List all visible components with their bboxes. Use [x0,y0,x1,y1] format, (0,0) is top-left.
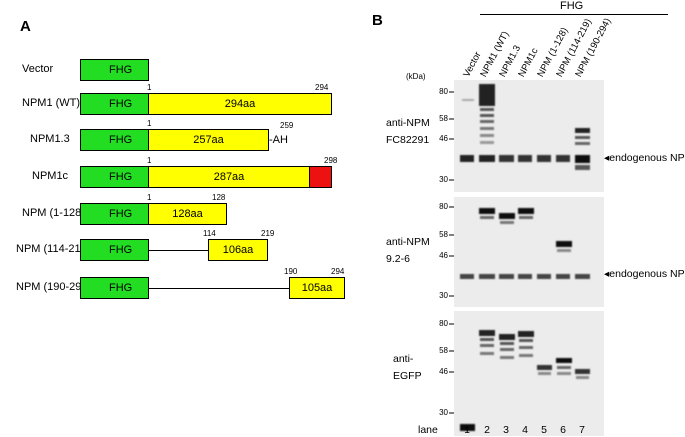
fhg-tag-vector: FHG [80,59,149,81]
deletion-line [149,250,208,251]
endogenous-npm-annotation-2: ◂endogenous NPM [604,268,685,280]
antibody-label-blot-3: anti- EGFP [393,351,422,385]
lane-number: 6 [560,424,566,436]
fhg-label: FHG [109,64,133,76]
kda-marker: 30 [439,408,448,417]
start-residue: 1 [147,83,152,92]
kda-marker: 46 [439,367,448,376]
fhg-label: FHG [109,208,133,220]
lane-number: 4 [522,424,528,436]
fhg-tag-npm-114-219: FHG [80,239,149,261]
kda-marker: 80 [439,202,448,211]
kda-marker: 46 [439,134,448,143]
npm-segment-npm1-3: 257aa [148,129,269,151]
end-residue: 219 [261,229,275,238]
fhg-header-line [480,14,668,15]
lane-number: 3 [503,424,509,436]
start-residue: 114 [203,229,216,238]
kda-marker: 80 [439,319,448,328]
kda-marker: 58 [439,114,448,123]
fhg-label: FHG [109,134,133,146]
npm-segment-npm-114-219: 106aa [208,239,268,261]
lane-number: 7 [579,424,585,436]
kda-unit: (kDa) [406,72,426,81]
endogenous-label: endogenous NPM [609,152,685,164]
arrow-left-icon: ◂ [604,152,610,164]
c-terminal-ah: -AH [269,134,288,146]
antibody-name: anti-NPM [386,236,430,248]
segment-length: 105aa [301,282,333,294]
fhg-label: FHG [109,244,133,256]
fhg-tag-npm-1-128: FHG [80,203,149,225]
segment-length: 294aa [224,98,256,110]
npm-segment-npm1-wt: 294aa [148,93,332,115]
end-residue: 298 [324,156,338,165]
kda-marker: 30 [439,175,448,184]
lane-number: 2 [484,424,490,436]
construct-name-vector: Vector [22,63,54,75]
kda-marker: 58 [439,346,448,355]
end-residue: 294 [315,83,329,92]
fhg-label: FHG [109,98,133,110]
antibody-label-blot-1: anti-NPM FC82291 [386,115,430,149]
antibody-clone: FC82291 [386,134,430,146]
construct-name-npm1-3: NPM1.3 [30,133,70,145]
deletion-line [149,288,289,289]
construct-name-npm1c: NPM1c [32,170,69,182]
npm-segment-npm-190-294: 105aa [289,277,345,299]
antibody-name: anti-NPM [386,117,430,129]
panel-a-label: A [20,18,31,35]
endogenous-label: endogenous NPM [609,268,685,280]
marker-ticks [449,91,454,414]
western-blot-images [454,80,604,436]
blot-3-bands [460,330,590,431]
blot-1-bands [460,84,590,170]
segment-length: 128aa [172,208,203,220]
npm-segment-npm-1-128: 128aa [148,203,227,225]
fhg-header: FHG [560,0,584,12]
end-residue: 259 [280,121,294,130]
lane-number: 1 [464,424,470,436]
segment-length: 257aa [193,134,224,146]
antibody-label-blot-2: anti-NPM 9.2-6 [386,234,430,268]
end-residue: 294 [331,267,345,276]
start-residue: 190 [284,267,298,276]
kda-marker: 46 [439,251,448,260]
start-residue: 1 [147,119,152,128]
antibody-name: anti- [393,353,414,365]
end-residue: 128 [212,193,226,202]
kda-marker: 30 [439,291,448,300]
fhg-label: FHG [109,282,133,294]
construct-name-npm-114-219: NPM (114-219) [16,243,91,255]
antibody-clone: EGFP [393,370,422,382]
construct-name-npm-1-128: NPM (1-128) [22,207,85,219]
lane-word: lane [418,424,438,436]
mutant-tail-npm1c [309,166,332,188]
antibody-clone: 9.2-6 [386,253,410,265]
construct-name-npm1-wt: NPM1 (WT) [22,97,81,109]
lane-number: 5 [541,424,547,436]
segment-length: 287aa [213,171,245,183]
start-residue: 1 [147,156,152,165]
kda-marker: 80 [439,87,448,96]
start-residue: 1 [147,193,152,202]
blot-panel-2 [454,197,604,307]
fhg-tag-npm1-wt: FHG [80,93,149,115]
fhg-tag-npm1-3: FHG [80,129,149,151]
fhg-label: FHG [109,171,133,183]
segment-length: 106aa [222,244,254,256]
endogenous-npm-annotation-1: ◂endogenous NPM [604,152,685,164]
blot-2-bands [460,208,590,279]
construct-name-npm-190-294: NPM (190-294) [16,281,92,293]
panel-b-label: B [372,12,383,29]
npm-segment-npm1c: 287aa [148,166,310,188]
kda-marker: 58 [439,230,448,239]
fhg-tag-npm1c: FHG [80,166,149,188]
arrow-left-icon: ◂ [604,268,610,280]
fhg-tag-npm-190-294: FHG [80,277,149,299]
